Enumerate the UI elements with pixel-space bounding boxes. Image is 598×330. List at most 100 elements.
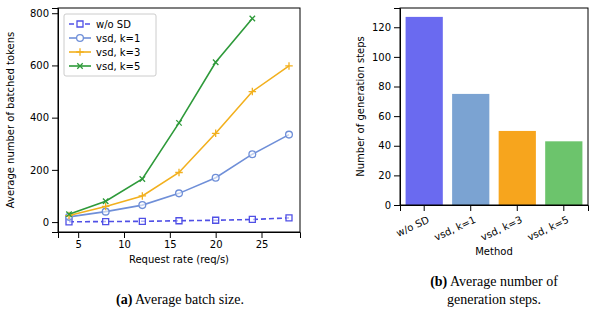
tick-mark: [470, 205, 471, 211]
panel-a: 5 10 15 20 25 0 200 400 600 800 Request rate (req/…: [5, 8, 301, 265]
caption-part: batch: [181, 292, 215, 307]
tick: 15: [164, 232, 177, 250]
tick-label: 0: [385, 200, 391, 211]
tick-label: 60: [378, 111, 391, 122]
tick-label: vsd, k=3: [479, 214, 524, 243]
tick-label: 400: [30, 112, 49, 123]
point: [249, 151, 256, 158]
point: [249, 216, 255, 222]
bar: [406, 17, 443, 205]
tick-label: 600: [30, 60, 49, 71]
legend-label: vsd, k=1: [96, 33, 140, 44]
x-axis-title: Request rate (req/s): [129, 254, 229, 265]
tick-label: vsd, k=5: [526, 214, 571, 243]
legend-marker: [77, 63, 82, 68]
tick-label: 5: [75, 239, 81, 250]
tick-mark: [124, 232, 125, 238]
tick-mark: [394, 146, 400, 147]
axis-line: [394, 9, 401, 206]
legend-label: vsd, k=5: [96, 61, 140, 72]
point: [176, 218, 182, 224]
caption-part: size.: [215, 292, 244, 307]
point: [139, 192, 147, 200]
point: [66, 212, 71, 217]
tick-label: 800: [30, 8, 49, 19]
legend: w/o SD vsd, k=1 vsd, k=3 vsd, k=5: [64, 14, 156, 76]
point: [286, 131, 293, 138]
point: [103, 198, 108, 203]
legend-marker: [76, 48, 84, 56]
tick: 25: [256, 232, 269, 250]
series-line: [69, 135, 289, 217]
tick: 200: [30, 165, 58, 176]
series-line: [69, 18, 252, 214]
y-axis: 0 200 400 600 800: [30, 8, 59, 233]
caption-part: Average: [447, 274, 496, 289]
tick-label: 15: [164, 239, 177, 250]
tick-mark: [262, 232, 263, 238]
plot-area: [65, 16, 293, 225]
tick-label: 0: [43, 217, 49, 228]
bar: [452, 94, 489, 205]
plot-frame: [58, 8, 300, 232]
caption-part: steps.: [506, 292, 541, 307]
point: [250, 16, 255, 21]
x-axis-title: Method: [475, 246, 513, 257]
x-axis: w/o SDvsd, k=1vsd, k=3vsd, k=5: [395, 205, 589, 243]
caption-part: number: [496, 274, 543, 289]
axis-line: [52, 9, 59, 233]
point: [140, 176, 145, 181]
tick: 20: [210, 232, 223, 250]
tick-label: 100: [372, 52, 391, 63]
point: [139, 202, 146, 209]
tick-label: w/o SD: [395, 214, 432, 239]
tick-mark: [394, 27, 400, 28]
tick-mark: [394, 205, 400, 206]
tick: 400: [30, 112, 58, 123]
point: [285, 62, 293, 70]
tick-mark: [394, 175, 400, 176]
tick: 20: [378, 170, 400, 181]
legend-entry: vsd, k=3: [69, 47, 140, 58]
tick: 120: [372, 22, 400, 33]
tick: 0: [385, 200, 400, 211]
y-axis-title: Average number of batched tokens: [5, 32, 16, 208]
point: [249, 88, 256, 96]
axis-line: [59, 233, 301, 239]
point: [103, 219, 109, 225]
point: [176, 190, 183, 197]
legend-label: vsd, k=3: [96, 47, 140, 58]
legend-entry: vsd, k=1: [69, 33, 140, 44]
tick-mark: [216, 232, 217, 238]
plot-frame: [400, 8, 588, 205]
tick: 10: [118, 232, 131, 250]
caption-part: (b): [430, 274, 447, 290]
tick: vsd, k=5: [526, 205, 571, 243]
series-line: [69, 66, 289, 216]
caption-part: generation: [447, 292, 506, 307]
tick-mark: [563, 205, 564, 211]
tick-mark: [52, 13, 58, 14]
tick-mark: [78, 232, 79, 238]
point: [286, 215, 292, 221]
tick-mark: [424, 205, 425, 211]
tick-mark: [394, 57, 400, 58]
legend-marker: [77, 21, 83, 27]
legend-marker: [77, 35, 84, 42]
tick: 80: [378, 81, 400, 92]
caption: (a) Average batch size.: [116, 292, 244, 308]
tick: 600: [30, 60, 58, 71]
bar: [499, 131, 536, 205]
legend-box: [64, 14, 156, 76]
point: [176, 120, 181, 125]
tick-mark: [394, 87, 400, 88]
tick-label: 10: [118, 239, 131, 250]
legend-label: w/o SD: [96, 19, 131, 30]
bar: [545, 141, 582, 205]
y-axis: 020406080100120: [372, 9, 401, 211]
point: [175, 169, 183, 177]
tick: 100: [372, 52, 400, 63]
point: [212, 130, 220, 138]
panel-b: w/o SDvsd, k=1vsd, k=3vsd, k=50204060801…: [355, 8, 589, 257]
tick: 800: [30, 8, 58, 19]
